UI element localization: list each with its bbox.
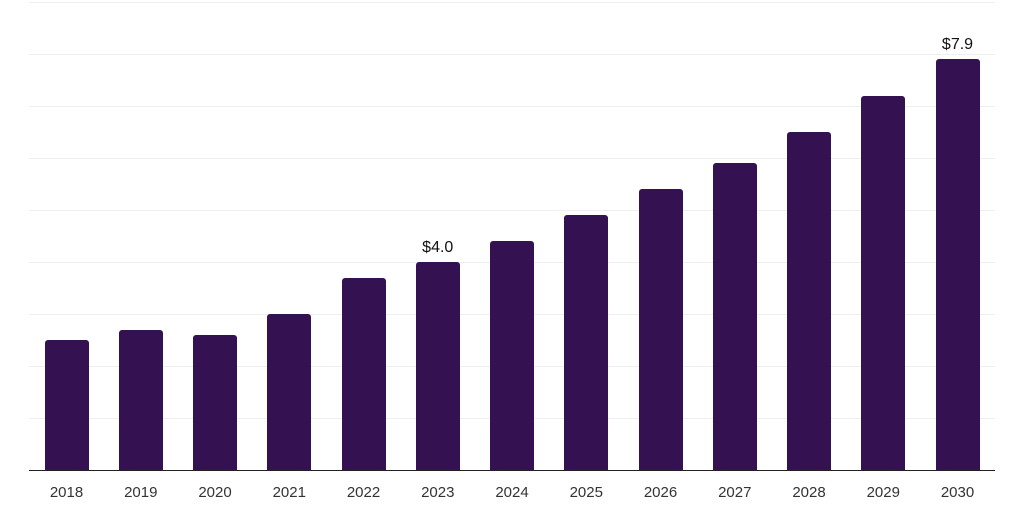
bar-2029: [861, 95, 906, 470]
x-tick-label: 2019: [124, 484, 158, 501]
bar-2023: [415, 262, 460, 470]
gridline: [29, 105, 995, 107]
bar-2020: [193, 334, 237, 470]
bar-2030: [935, 59, 980, 470]
x-tick-label: 2026: [643, 484, 678, 501]
x-tick-label: 2021: [272, 484, 306, 501]
x-tick-label: 2024: [495, 484, 529, 501]
bar-2028: [787, 132, 831, 470]
x-axis-labels: 2018 2019 2020 2021 2022 2023 2024 2025 2026 2027…: [29, 484, 995, 504]
x-tick-label: 2029: [866, 484, 900, 501]
bar-2027: [712, 163, 757, 470]
bar-2022: [341, 277, 386, 470]
bar-value-label: $7.9: [941, 36, 974, 54]
bar-2024: [490, 241, 534, 470]
gridline: [29, 53, 995, 55]
x-tick-label: 2020: [198, 484, 232, 501]
x-tick-label: 2023: [421, 484, 455, 501]
x-tick-label: 2022: [346, 484, 381, 501]
x-tick-label: 2028: [792, 484, 826, 501]
x-tick-label: 2018: [49, 484, 84, 501]
bar-value-label: $4.0: [422, 239, 454, 256]
bar-2018: [44, 340, 89, 470]
bar-2021: [267, 314, 312, 470]
gridline: [29, 209, 995, 211]
gridline: [29, 157, 995, 159]
x-tick-label: 2030: [940, 484, 975, 501]
bar-2026: [638, 189, 683, 470]
x-tick-label: 2027: [718, 484, 752, 501]
plot-area: $4.0 $7.9: [29, 1, 995, 471]
x-tick-label: 2025: [569, 484, 603, 501]
bar-2019: [118, 329, 163, 470]
bar-2025: [564, 215, 609, 470]
gridline: [29, 1, 995, 3]
x-axis-line: [29, 469, 995, 471]
